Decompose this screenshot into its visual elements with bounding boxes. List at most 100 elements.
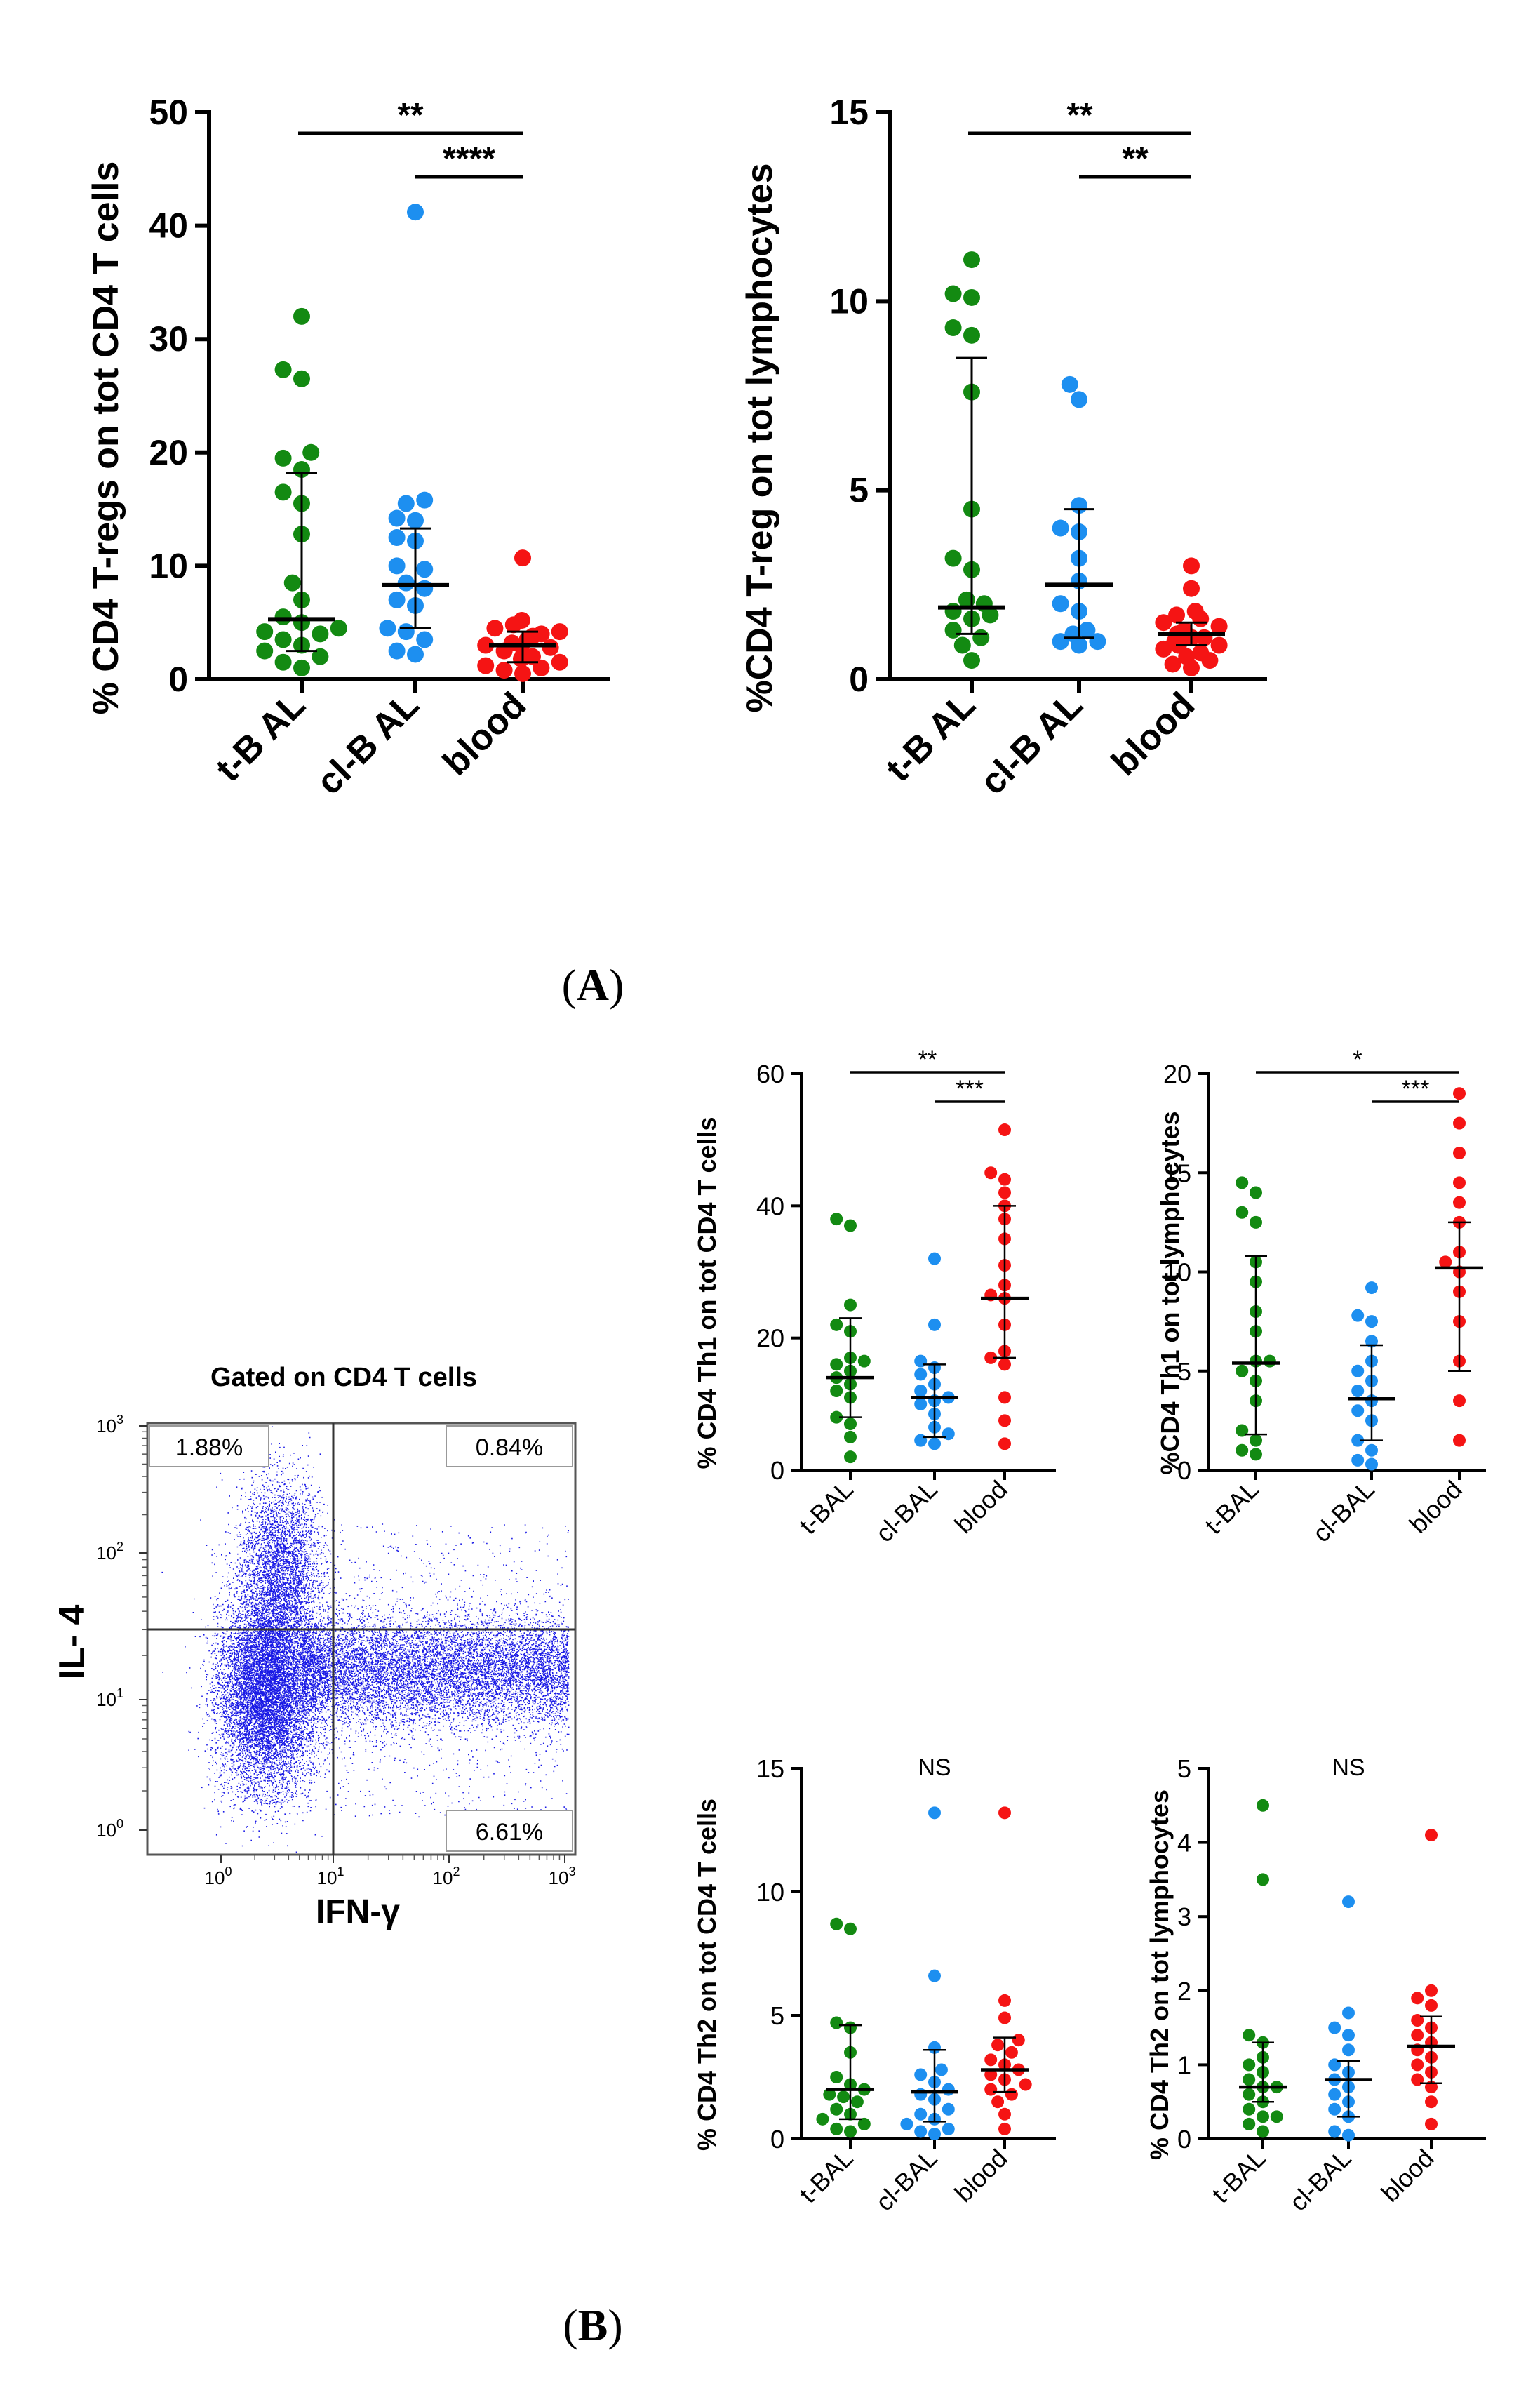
data-point bbox=[998, 2123, 1011, 2135]
data-point bbox=[389, 510, 406, 527]
y-tick-label: 5 bbox=[770, 2001, 784, 2030]
series-cl-BAL bbox=[379, 204, 449, 662]
data-point bbox=[1425, 2095, 1438, 2108]
data-point bbox=[998, 1173, 1011, 1186]
data-point bbox=[830, 2017, 843, 2029]
data-point bbox=[998, 1994, 1011, 2007]
chart-b1-th1-cd4: 0 20 40 60 % CD4 Th1 on tot CD4 T cells t-BAL… bbox=[692, 1046, 1056, 1548]
data-point bbox=[1243, 2029, 1255, 2041]
series-blood bbox=[1407, 1829, 1455, 2130]
data-point bbox=[1052, 595, 1069, 612]
data-point bbox=[1342, 1895, 1355, 1908]
flow-y-tick-label: 100 bbox=[96, 1817, 123, 1841]
data-point bbox=[963, 652, 980, 669]
data-point bbox=[1176, 622, 1193, 639]
y-tick-label: 40 bbox=[756, 1192, 784, 1220]
data-point bbox=[830, 2103, 843, 2116]
chart-b4-th2-lymphocytes: 0 1 2 3 4 5% CD4 Th2 on tot lymphocytes t-BAL c… bbox=[1145, 1754, 1486, 2217]
category-label: blood bbox=[1375, 2144, 1439, 2208]
data-point bbox=[514, 665, 531, 682]
y-tick-label: 10 bbox=[149, 546, 188, 585]
y-tick-label: 60 bbox=[756, 1060, 784, 1088]
data-point bbox=[984, 2083, 997, 2096]
data-point bbox=[389, 529, 406, 546]
data-point bbox=[844, 1923, 857, 1935]
y-tick-label: 40 bbox=[149, 206, 188, 246]
data-point bbox=[275, 483, 292, 500]
y-tick-label: 5 bbox=[1177, 1754, 1191, 1783]
data-point bbox=[1257, 2125, 1269, 2137]
data-point bbox=[514, 612, 530, 629]
data-point bbox=[1062, 376, 1078, 393]
data-point bbox=[945, 550, 962, 567]
flow-cytometry-plot: Gated on CD4 T cells 1.88% 0.84% 6.61% 1… bbox=[52, 1363, 575, 1930]
data-point bbox=[914, 2108, 927, 2121]
data-point bbox=[275, 450, 292, 467]
data-point bbox=[398, 623, 415, 640]
data-point bbox=[1351, 1454, 1364, 1467]
series-cl-BAL bbox=[911, 1253, 958, 1450]
significance-label: * bbox=[1353, 1046, 1362, 1073]
data-point bbox=[972, 629, 989, 646]
data-point bbox=[1342, 2029, 1355, 2041]
data-point bbox=[844, 2125, 857, 2137]
y-tick-label: 0 bbox=[1177, 2125, 1191, 2154]
data-point bbox=[945, 622, 962, 639]
y-tick-label: 0 bbox=[168, 660, 188, 699]
data-point bbox=[312, 625, 328, 642]
data-point bbox=[1453, 1147, 1466, 1159]
series-t-BAL bbox=[1239, 1799, 1287, 2138]
data-point bbox=[416, 561, 433, 578]
quadrant-upper-left-value: 1.88% bbox=[175, 1434, 243, 1461]
category-label: blood bbox=[949, 2144, 1012, 2208]
data-point bbox=[1365, 1315, 1378, 1328]
data-point bbox=[1425, 1999, 1438, 2012]
category-label: t-B AL bbox=[208, 684, 314, 789]
data-point bbox=[998, 2108, 1011, 2121]
data-point bbox=[1019, 2079, 1032, 2091]
category-label: blood bbox=[949, 1475, 1012, 1539]
data-point bbox=[928, 1970, 941, 1982]
data-point bbox=[1187, 603, 1204, 620]
data-point bbox=[1257, 1799, 1269, 1812]
data-point bbox=[1250, 1434, 1262, 1447]
data-point bbox=[293, 660, 310, 676]
data-point bbox=[1351, 1309, 1364, 1322]
category-label: t-BAL bbox=[794, 2144, 859, 2209]
y-tick-label: 10 bbox=[829, 281, 869, 321]
y-tick-label: 10 bbox=[756, 1878, 784, 1907]
data-point bbox=[928, 1437, 941, 1450]
series-t-BAL bbox=[938, 251, 1005, 669]
data-point bbox=[1071, 391, 1087, 408]
data-point bbox=[293, 371, 310, 387]
data-point bbox=[1411, 1992, 1424, 2004]
data-point bbox=[900, 2118, 913, 2130]
data-point bbox=[1257, 2110, 1269, 2123]
significance-label: ** bbox=[918, 1046, 937, 1073]
flow-x-label: IFN-γ bbox=[316, 1893, 400, 1930]
data-point bbox=[976, 595, 993, 612]
data-point bbox=[945, 319, 962, 336]
data-point bbox=[1453, 1394, 1466, 1407]
data-point bbox=[256, 643, 273, 660]
data-point bbox=[398, 495, 415, 512]
data-point bbox=[963, 327, 980, 344]
data-point bbox=[984, 2053, 997, 2066]
data-point bbox=[998, 1414, 1011, 1427]
data-point bbox=[284, 575, 301, 592]
y-tick-label: 4 bbox=[1177, 1829, 1191, 1857]
category-label: t-BAL bbox=[1206, 2144, 1271, 2209]
series-t-BAL bbox=[816, 1918, 874, 2138]
data-point bbox=[1453, 1117, 1466, 1130]
significance-label: *** bbox=[956, 1076, 984, 1102]
data-point bbox=[1425, 1984, 1438, 1997]
quadrant-lower-right-value: 6.61% bbox=[476, 1819, 543, 1846]
data-point bbox=[302, 444, 319, 461]
category-label: blood bbox=[435, 684, 534, 783]
data-point bbox=[407, 646, 424, 662]
data-point bbox=[256, 623, 273, 640]
data-point bbox=[1005, 2046, 1018, 2059]
y-tick-label: 50 bbox=[149, 93, 188, 132]
data-point bbox=[275, 631, 292, 648]
category-label: t-B AL bbox=[878, 684, 984, 789]
